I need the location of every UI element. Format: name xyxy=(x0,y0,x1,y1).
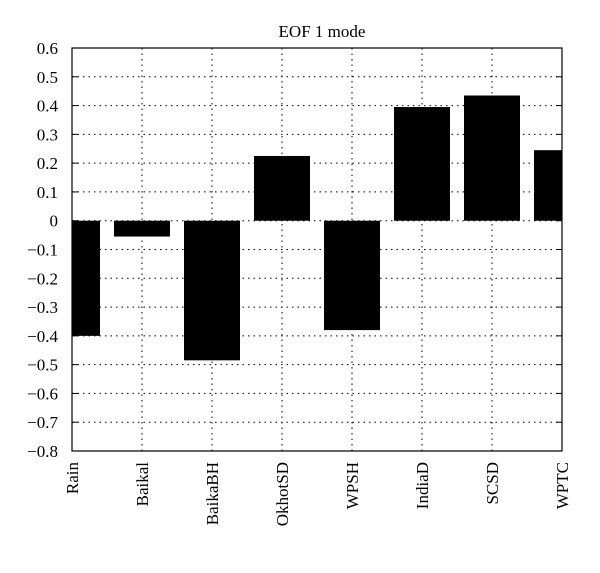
x-tick-label: OkhotSD xyxy=(273,462,292,526)
x-tick-label: Rain xyxy=(63,462,82,495)
chart-title: EOF 1 mode xyxy=(279,22,366,41)
y-tick-label: −0.3 xyxy=(27,298,58,317)
y-tick-labels: 0.6 0.5 0.4 0.3 0.2 0.1 0 −0.1 −0.2 −0.3 −0.4 −0.5 −… xyxy=(27,39,58,461)
x-tick-label: BaikaBH xyxy=(203,462,222,525)
y-tick-label: −0.4 xyxy=(27,327,58,346)
y-tick-label: 0.4 xyxy=(37,97,59,116)
bar-baikal xyxy=(114,220,170,237)
y-tick-label: −0.8 xyxy=(27,442,58,461)
bar-wpsh xyxy=(324,220,380,331)
y-tick-label: 0.1 xyxy=(37,183,58,202)
bar-wptc xyxy=(534,150,562,221)
y-tick-label: −0.1 xyxy=(27,241,58,260)
y-tick-label: 0.6 xyxy=(37,39,58,58)
x-tick-label: WPSH xyxy=(343,462,362,509)
y-tick-label: 0.5 xyxy=(37,68,58,87)
bar-indiad xyxy=(394,107,450,221)
x-tick-label: SCSD xyxy=(483,462,502,505)
x-tick-label: Baikal xyxy=(133,462,152,507)
y-tick-label: −0.2 xyxy=(27,269,58,288)
x-tick-label: IndiaD xyxy=(413,462,432,509)
axes xyxy=(71,47,563,452)
y-tick-label: −0.6 xyxy=(27,384,58,403)
bar-scsd xyxy=(464,95,520,221)
y-tick-label: −0.7 xyxy=(27,413,58,432)
y-tick-label: −0.5 xyxy=(27,356,58,375)
bar-okhotsd xyxy=(254,155,310,221)
y-tick-label: 0.3 xyxy=(37,125,58,144)
y-tick-label: 0.2 xyxy=(37,154,58,173)
x-tick-labels: Rain Baikal BaikaBH OkhotSD WPSH IndiaD SCSD WP… xyxy=(63,462,572,527)
bar-baikabh xyxy=(184,220,240,361)
x-tick-label: WPTC xyxy=(553,462,572,509)
bars xyxy=(72,95,562,361)
y-tick-label: 0 xyxy=(50,212,59,231)
